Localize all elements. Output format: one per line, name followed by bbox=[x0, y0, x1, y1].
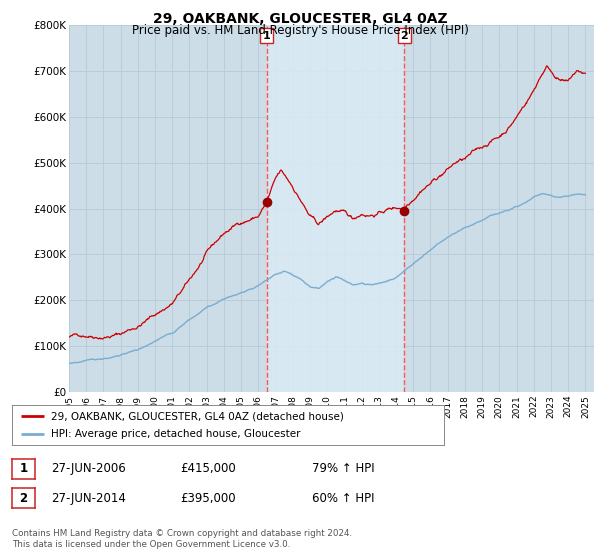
Text: 2: 2 bbox=[19, 492, 28, 505]
Text: 79% ↑ HPI: 79% ↑ HPI bbox=[312, 462, 374, 475]
Text: 2: 2 bbox=[401, 31, 409, 41]
Text: Price paid vs. HM Land Registry's House Price Index (HPI): Price paid vs. HM Land Registry's House … bbox=[131, 24, 469, 37]
Text: 27-JUN-2006: 27-JUN-2006 bbox=[51, 462, 126, 475]
Text: 60% ↑ HPI: 60% ↑ HPI bbox=[312, 492, 374, 505]
Text: HPI: Average price, detached house, Gloucester: HPI: Average price, detached house, Glou… bbox=[51, 429, 301, 439]
Text: £395,000: £395,000 bbox=[180, 492, 236, 505]
Text: Contains HM Land Registry data © Crown copyright and database right 2024.
This d: Contains HM Land Registry data © Crown c… bbox=[12, 529, 352, 549]
Text: 1: 1 bbox=[263, 31, 271, 41]
Text: 1: 1 bbox=[19, 462, 28, 475]
Text: £415,000: £415,000 bbox=[180, 462, 236, 475]
Bar bbox=[267, 25, 404, 392]
Text: 29, OAKBANK, GLOUCESTER, GL4 0AZ: 29, OAKBANK, GLOUCESTER, GL4 0AZ bbox=[152, 12, 448, 26]
Text: 27-JUN-2014: 27-JUN-2014 bbox=[51, 492, 126, 505]
Text: 29, OAKBANK, GLOUCESTER, GL4 0AZ (detached house): 29, OAKBANK, GLOUCESTER, GL4 0AZ (detach… bbox=[51, 411, 344, 421]
